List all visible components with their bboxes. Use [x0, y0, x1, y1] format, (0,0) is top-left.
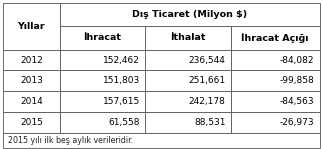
- Bar: [60, 91, 145, 112]
- Text: -26,973: -26,973: [280, 118, 314, 127]
- Text: 88,531: 88,531: [194, 118, 225, 127]
- Text: 2014: 2014: [20, 97, 43, 106]
- Bar: [231, 91, 320, 112]
- Text: 2013: 2013: [20, 76, 43, 85]
- Text: 2015 yılı ilk beş aylık verileridir.: 2015 yılı ilk beş aylık verileridir.: [8, 136, 133, 145]
- Bar: [231, 26, 320, 50]
- Text: 152,462: 152,462: [103, 56, 140, 65]
- Bar: [145, 70, 231, 91]
- Bar: [60, 3, 320, 26]
- Bar: [145, 91, 231, 112]
- Bar: [3, 91, 60, 112]
- Bar: [231, 70, 320, 91]
- Bar: [231, 50, 320, 70]
- Text: İhracat Açığı: İhracat Açığı: [242, 33, 309, 43]
- Bar: [145, 26, 231, 50]
- Bar: [3, 50, 60, 70]
- Text: -84,082: -84,082: [280, 56, 314, 65]
- Bar: [145, 50, 231, 70]
- Text: -99,858: -99,858: [280, 76, 314, 85]
- Text: Dış Ticaret (Milyon $): Dış Ticaret (Milyon $): [132, 10, 247, 19]
- Text: 2012: 2012: [20, 56, 43, 65]
- Bar: [145, 112, 231, 133]
- Text: İthalat: İthalat: [170, 34, 206, 42]
- Bar: [3, 70, 60, 91]
- Text: 2015: 2015: [20, 118, 43, 127]
- Bar: [60, 70, 145, 91]
- Text: 251,661: 251,661: [188, 76, 225, 85]
- Bar: [60, 50, 145, 70]
- Text: İhracat: İhracat: [83, 34, 121, 42]
- Text: Yıllar: Yıllar: [18, 22, 45, 31]
- Text: 157,615: 157,615: [103, 97, 140, 106]
- Text: 151,803: 151,803: [103, 76, 140, 85]
- Text: 242,178: 242,178: [189, 97, 225, 106]
- Bar: [231, 112, 320, 133]
- Text: -84,563: -84,563: [280, 97, 314, 106]
- Bar: [60, 112, 145, 133]
- Text: 61,558: 61,558: [109, 118, 140, 127]
- Text: 236,544: 236,544: [189, 56, 225, 65]
- Bar: [3, 133, 320, 148]
- Bar: [60, 26, 145, 50]
- Bar: [3, 112, 60, 133]
- Bar: [3, 3, 60, 50]
